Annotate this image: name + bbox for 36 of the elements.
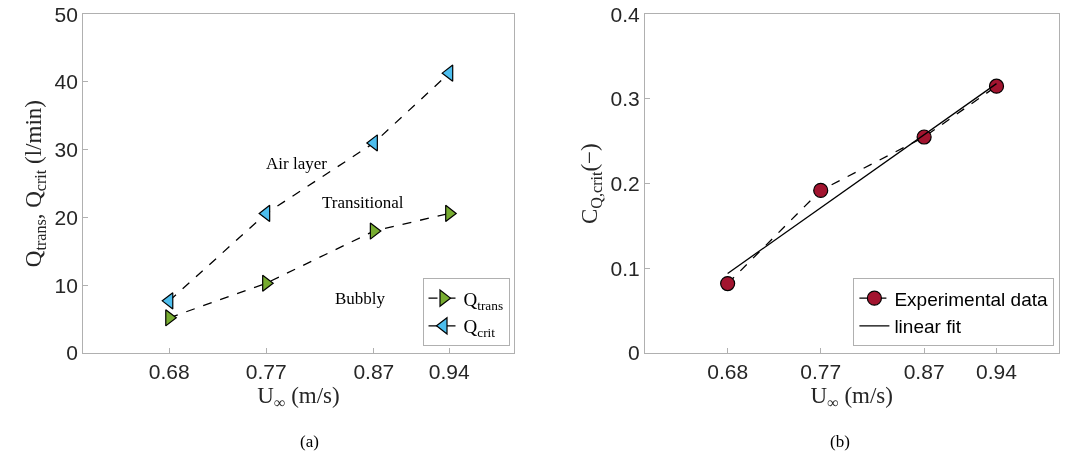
y-tick-label: 50: [54, 2, 78, 26]
text: (b): [830, 432, 850, 451]
x-axis-title: U$_{∞}$ (m/s): [810, 383, 893, 412]
y-tick-label: 0.2: [610, 171, 640, 195]
annotation: Air layer: [266, 154, 328, 173]
x-tick-label: 0.87: [903, 360, 945, 384]
y-tick-label: 30: [54, 138, 78, 162]
point: [988, 78, 1005, 94]
x-tick-label: 0.77: [245, 360, 287, 384]
x-tick-label: 0.68: [148, 360, 190, 384]
y-tick-label: 0.1: [610, 256, 640, 280]
legend-label: Q$_{crit}$: [463, 316, 496, 341]
point: [161, 292, 174, 310]
legend-label: linear fit: [894, 316, 962, 338]
y-tick-label: 0.3: [610, 87, 640, 111]
annotation: Transitional: [322, 193, 404, 212]
x-tick-label: 0.77: [800, 360, 842, 384]
legend-label: Q$_{trans}$: [463, 288, 504, 313]
point: [369, 222, 382, 240]
y-tick-label: 0: [628, 341, 640, 365]
y-tick-label: 0: [66, 341, 78, 365]
y-tick-label: 40: [54, 70, 78, 94]
x-axis-title: U$_{∞}$ (m/s): [257, 383, 340, 412]
x-tick-label: 0.87: [353, 360, 395, 384]
point: [813, 182, 829, 198]
y-tick-label: 10: [54, 273, 78, 297]
y-tick-label: 20: [54, 205, 78, 229]
x-tick-label: 0.94: [976, 360, 1018, 384]
x-tick-label: 0.94: [428, 360, 470, 384]
y-tick-label: 0.4: [610, 2, 641, 26]
annotation: Bubbly: [335, 289, 386, 308]
legend-label: Experimental data: [894, 288, 1048, 310]
point: [720, 275, 736, 292]
text: (a): [300, 432, 319, 451]
x-tick-label: 0.68: [707, 360, 749, 384]
point: [441, 64, 454, 82]
